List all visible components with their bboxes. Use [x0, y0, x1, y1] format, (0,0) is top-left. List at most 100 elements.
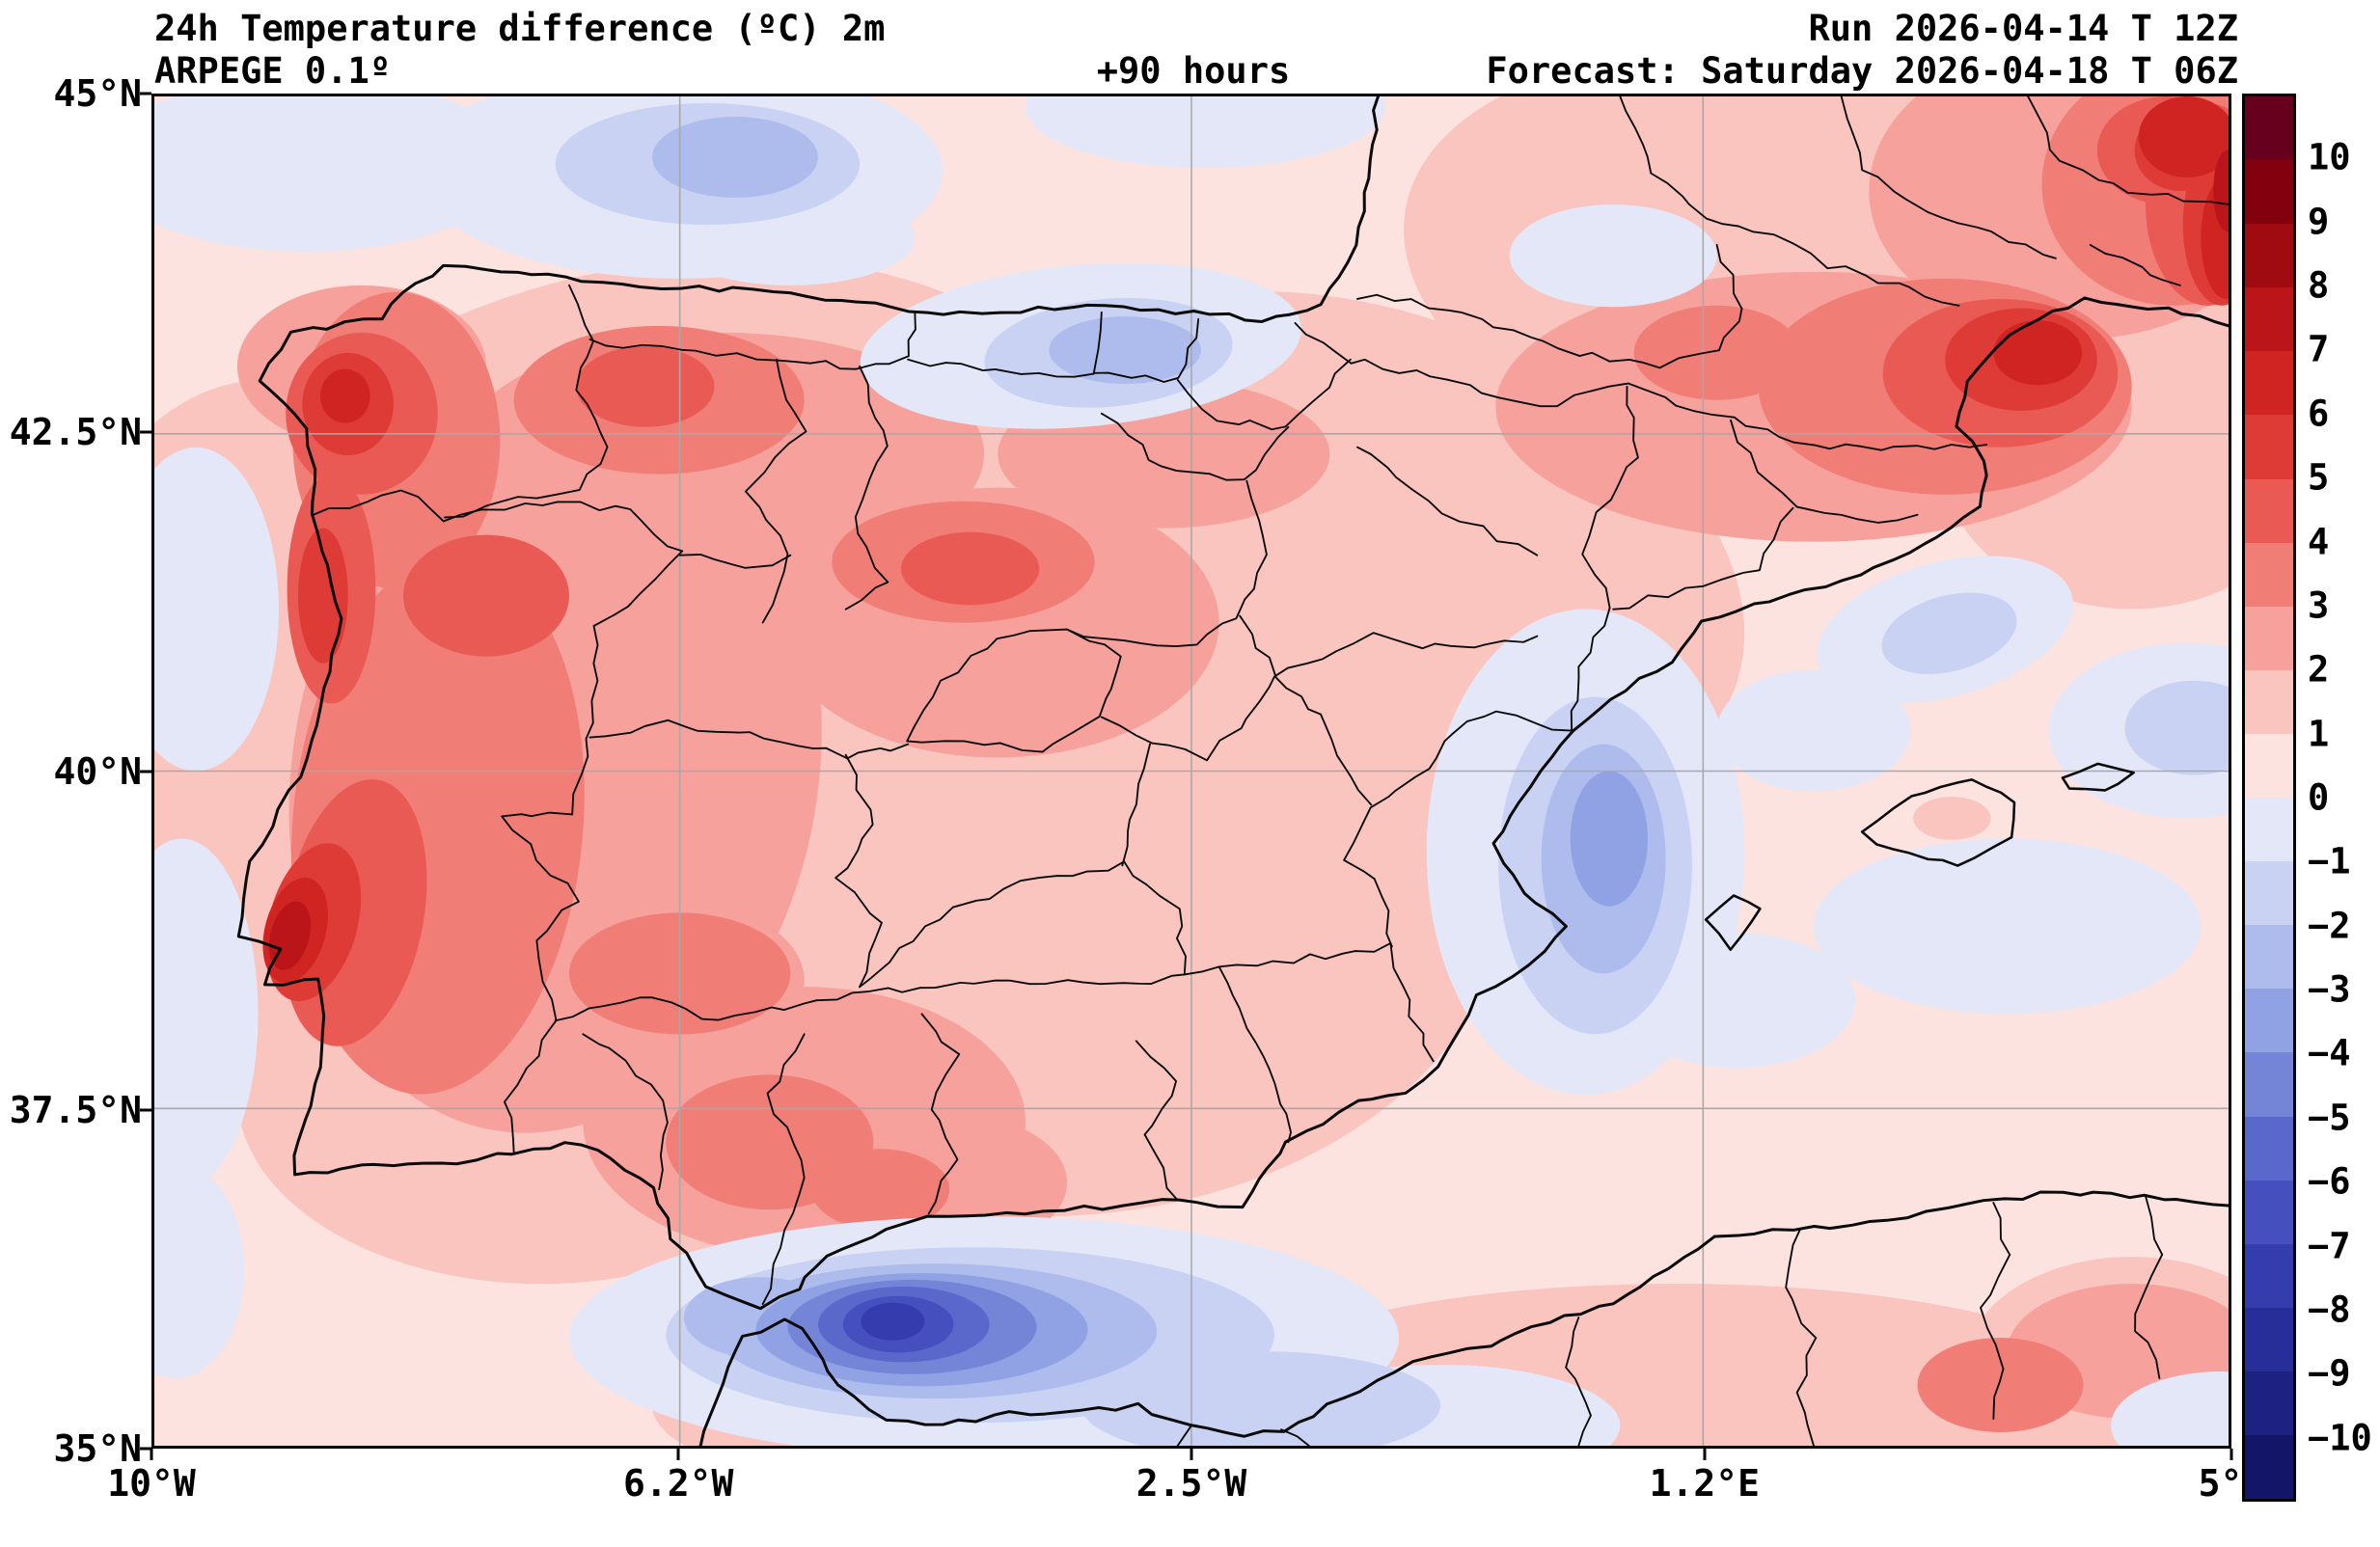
- region-border: [1217, 941, 1435, 1063]
- colorbar-tick-label: 7: [2308, 328, 2330, 370]
- region-border: [1093, 317, 1200, 383]
- colorbar-tick-label: 1: [2308, 713, 2330, 755]
- region-border: [1980, 1202, 2011, 1421]
- region-border: [554, 965, 1220, 1022]
- colorbar-tick-label: −3: [2308, 968, 2351, 1011]
- colorbar-segment: [2245, 287, 2293, 352]
- island-menorca: [2061, 762, 2135, 792]
- contour-blob: [1993, 320, 2083, 386]
- colorbar-tick-label: −8: [2308, 1289, 2351, 1331]
- contour-blob: [1716, 669, 1911, 792]
- contour-blob: [652, 117, 818, 198]
- contour-blob: [154, 447, 279, 772]
- region-border: [1066, 479, 1268, 647]
- region-border: [2027, 96, 2229, 205]
- forecast-label: Forecast: Saturday 2026-04-18 T 06Z: [1486, 50, 2238, 92]
- colorbar-tick-label: 2: [2308, 648, 2330, 691]
- island-ibiza: [1704, 894, 1762, 951]
- colorbar-tick-label: −4: [2308, 1032, 2351, 1074]
- region-border: [1280, 1428, 1310, 1446]
- region-border: [906, 628, 1122, 753]
- colorbar-tick-label: 8: [2308, 264, 2330, 307]
- contour-blob: [320, 368, 370, 423]
- region-border: [1176, 358, 1352, 431]
- y-tick-mark: [140, 430, 151, 434]
- colorbar-tick-label: 3: [2308, 584, 2330, 627]
- colorbar-tick-label: 10: [2308, 136, 2351, 178]
- y-tick-mark: [140, 92, 151, 95]
- x-tick-label: 10°W: [107, 1462, 196, 1505]
- colorbar-tick-label: −1: [2308, 840, 2351, 882]
- region-border: [678, 554, 792, 569]
- x-tick-label: 6.2°W: [622, 1462, 734, 1505]
- region-border: [1785, 1229, 1818, 1446]
- contour-blob: [1814, 838, 2202, 1015]
- colorbar-segment: [2245, 478, 2293, 543]
- x-tick-label: 1.2°E: [1649, 1462, 1761, 1505]
- colorbar: [2242, 94, 2296, 1502]
- contour-blob: [576, 345, 715, 427]
- colorbar-segment: [2245, 351, 2293, 416]
- y-tick-label: 42.5°N: [9, 411, 142, 454]
- colorbar-segment: [2245, 1116, 2293, 1181]
- colorbar-segment: [2245, 415, 2293, 479]
- colorbar-segment: [2245, 160, 2293, 225]
- contour-blob: [1081, 1351, 1440, 1446]
- y-tick-label: 45°N: [53, 72, 142, 115]
- colorbar-segment: [2245, 989, 2293, 1053]
- contour-blob: [861, 1302, 925, 1341]
- region-border: [1273, 632, 1539, 678]
- region-border: [1121, 743, 1151, 867]
- contour-blob: [154, 96, 514, 252]
- region-border: [761, 1033, 806, 1306]
- region-border: [588, 311, 916, 370]
- contour-blob: [1509, 204, 1717, 308]
- colorbar-segment: [2245, 861, 2293, 926]
- x-tick-mark: [1190, 1449, 1193, 1460]
- contour-blob: [1913, 797, 1991, 840]
- colorbar-tick-label: 9: [2308, 201, 2330, 243]
- region-border: [444, 284, 609, 519]
- colorbar-tick-label: 0: [2308, 776, 2330, 819]
- colorbar-segment: [2245, 1180, 2293, 1244]
- y-tick-label: 37.5°N: [9, 1088, 142, 1131]
- colorbar-tick-label: −2: [2308, 905, 2351, 947]
- contour-blob: [403, 534, 569, 657]
- region-border: [744, 358, 807, 624]
- region-border: [859, 860, 1187, 989]
- contour-blob: [1049, 316, 1202, 384]
- colorbar-segment: [2245, 925, 2293, 990]
- contour-blob: [154, 838, 259, 1190]
- region-border: [844, 365, 889, 611]
- colorbar-segment: [2245, 1434, 2293, 1500]
- region-border: [1730, 419, 1919, 524]
- region-border: [1135, 1040, 1179, 1202]
- region-border: [1343, 710, 1573, 948]
- coastline-iberia: [236, 96, 2229, 1311]
- region-border: [1356, 446, 1539, 556]
- region-border: [1176, 1425, 1192, 1446]
- colorbar-segment: [2245, 542, 2293, 607]
- region-border: [2134, 1195, 2164, 1379]
- contour-blob: [2124, 680, 2229, 775]
- contour-blob: [810, 1149, 950, 1231]
- island-mallorca: [1860, 778, 2016, 867]
- x-tick-mark: [2230, 1449, 2233, 1460]
- x-tick-label: 2.5°W: [1135, 1462, 1247, 1505]
- map-title: 24h Temperature difference (ºC) 2m: [154, 8, 886, 49]
- contour-blob: [901, 531, 1040, 606]
- region-border: [1612, 506, 1794, 611]
- colorbar-tick-label: −6: [2308, 1160, 2351, 1203]
- map-plot-area: [151, 94, 2231, 1449]
- colorbar-tick-label: −7: [2308, 1225, 2351, 1267]
- colorbar-segment: [2245, 733, 2293, 799]
- region-border: [834, 753, 883, 989]
- region-border: [1100, 412, 1290, 481]
- region-border: [1840, 96, 2057, 259]
- region-border: [1217, 965, 1292, 1144]
- region-border: [1294, 322, 1988, 451]
- colorbar-tick-label: −9: [2308, 1352, 2351, 1395]
- contour-blob: [154, 1162, 245, 1379]
- model-label: ARPEGE 0.1º: [154, 50, 392, 92]
